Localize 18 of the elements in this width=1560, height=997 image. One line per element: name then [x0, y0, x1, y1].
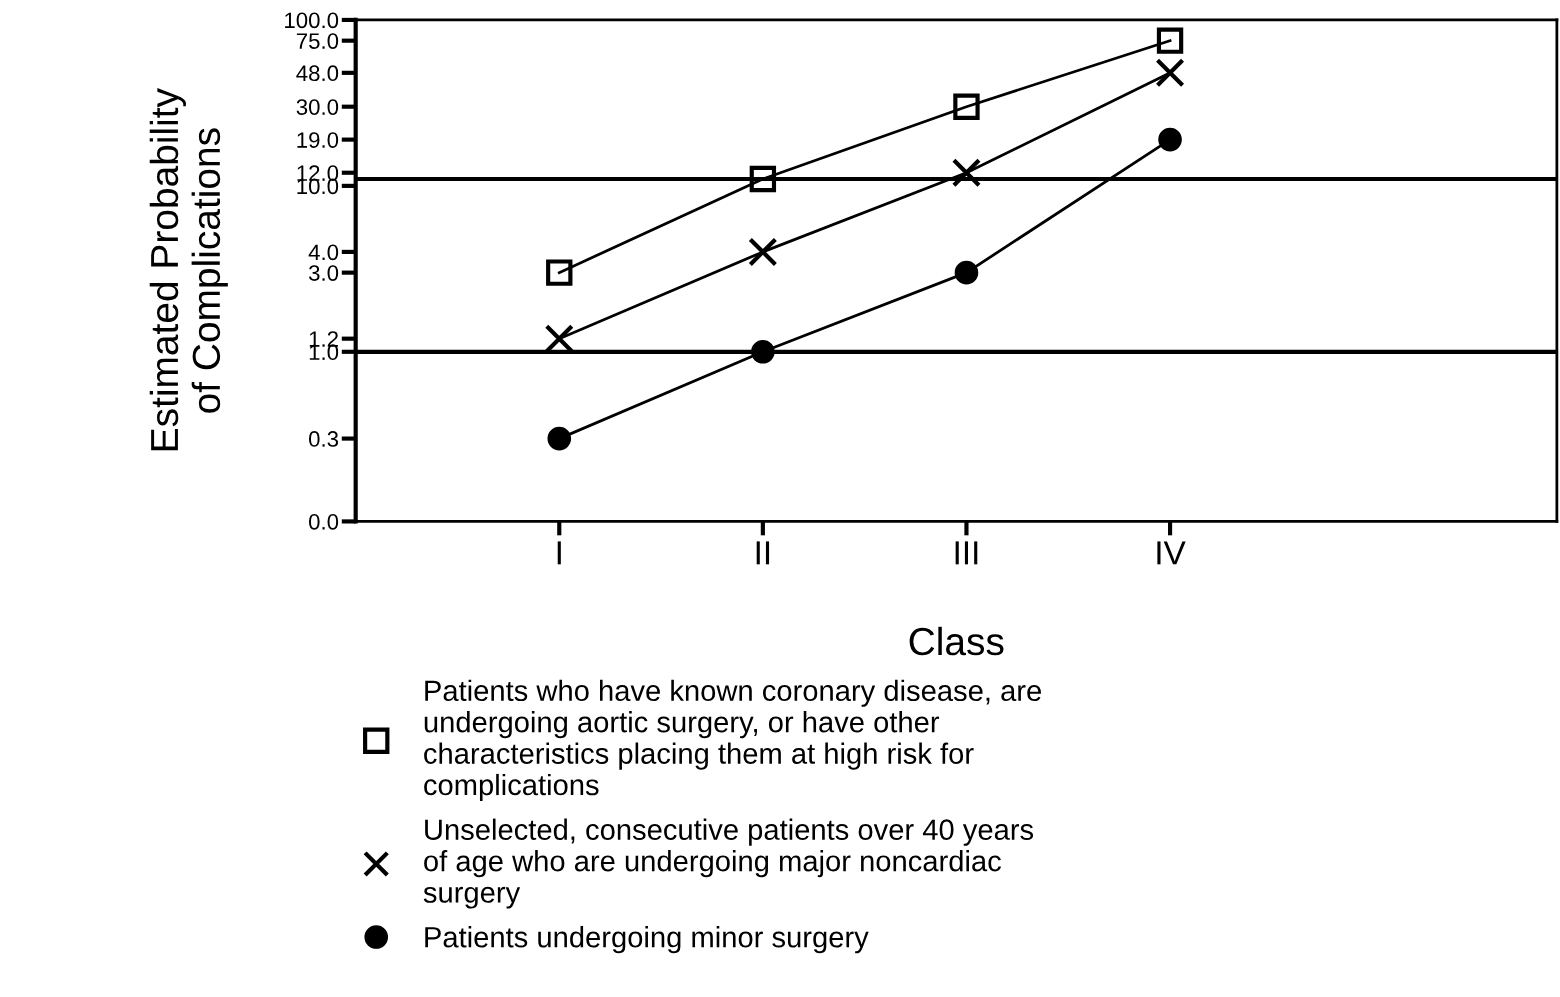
y-tick-label: 3.0: [308, 265, 339, 281]
y-axis-title: Estimated Probability of Complications: [149, 88, 228, 451]
x-axis-title: Class: [909, 626, 1004, 656]
y-tick-label: 30.0: [296, 99, 339, 115]
y-tick-label: 4.0: [308, 244, 339, 261]
legend-label: Unselected, consecutive patients over 40 years of age who are undergoing major noncardiac surgery: [423, 818, 1034, 909]
y-tick-label: 19.0: [297, 132, 339, 148]
x-tick-label: IV: [1157, 541, 1186, 565]
y-tick-label: 75.0: [296, 33, 339, 49]
y-tick-label: 0.0: [308, 513, 339, 530]
y-tick-label: 100.0: [285, 12, 339, 29]
legend-label: Patients who have known coronary disease, are undergoing aortic surgery, or have other characteristics placing them at high risk for complications: [424, 679, 1041, 802]
y-tick-label: 0.3: [308, 431, 339, 447]
y-tick-label: 48.0: [296, 65, 339, 82]
x-tick-label: III: [955, 541, 978, 565]
legend-label: Patients undergoing minor surgery: [425, 926, 869, 954]
x-tick-label: I: [557, 541, 561, 565]
x-tick-label: II: [756, 541, 770, 565]
